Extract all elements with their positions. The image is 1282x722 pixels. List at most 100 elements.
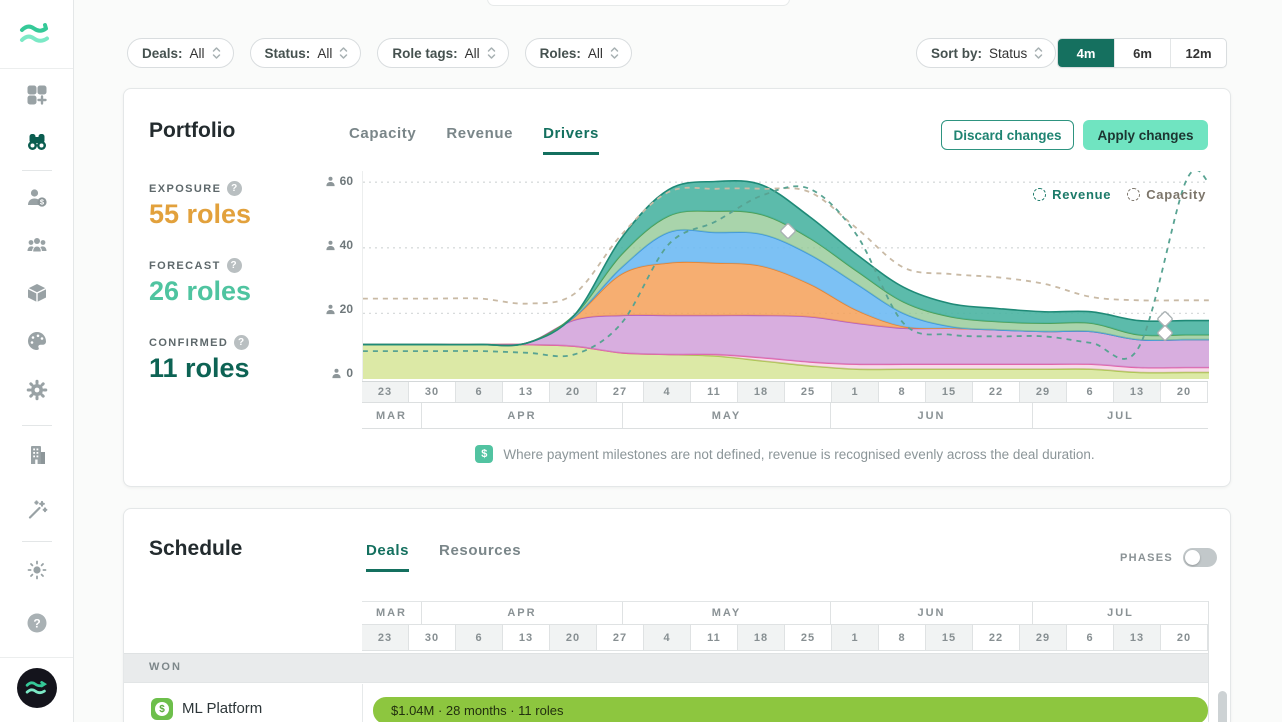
legend-revenue[interactable]: Revenue	[1033, 187, 1111, 202]
tab-revenue[interactable]: Revenue	[446, 125, 514, 142]
timeline-date-cell: 27	[597, 625, 644, 650]
avatar[interactable]	[17, 668, 57, 708]
help-icon[interactable]: ?	[226, 258, 242, 273]
filter-value: All	[587, 45, 603, 61]
area-series-lime-base	[363, 344, 1209, 379]
phases-control: PHASES	[1120, 548, 1218, 567]
legend-capacity[interactable]: Capacity	[1127, 187, 1206, 202]
schedule-title: Schedule	[149, 537, 243, 560]
timeline-date-cell: 25	[785, 382, 832, 402]
chevron-updown-icon	[340, 47, 348, 59]
time-range-segmented: 4m 6m 12m	[1057, 38, 1227, 68]
filter-deals[interactable]: Deals: All	[127, 38, 234, 68]
app-logo[interactable]	[0, 0, 73, 69]
help-icon[interactable]: ?	[227, 181, 243, 196]
chart-legend: Revenue Capacity	[1033, 187, 1206, 202]
range-6m-button[interactable]: 6m	[1114, 39, 1170, 67]
schedule-timeline-axis: MAR APR MAY JUN JUL 23 30 6 13 20 27 4 11 18 25 1 8 15 22 2…	[362, 601, 1208, 651]
palette-icon[interactable]	[25, 329, 49, 353]
timeline-date-cell: 27	[597, 382, 644, 402]
organization-building-icon[interactable]	[25, 443, 49, 467]
drivers-stacked-area-chart[interactable]	[362, 169, 1210, 381]
sort-by-select[interactable]: Sort by: Status	[916, 38, 1057, 68]
timeline-date-cell: 8	[879, 382, 926, 402]
tab-capacity[interactable]: Capacity	[349, 125, 417, 142]
sidebar: $	[0, 0, 74, 722]
timeline-date-cell: 20	[1161, 382, 1208, 402]
dashed-line-revenue	[362, 169, 1210, 360]
discard-changes-button[interactable]: Discard changes	[941, 120, 1074, 150]
phases-toggle[interactable]	[1183, 548, 1218, 567]
person-icon	[326, 240, 335, 250]
range-12m-button[interactable]: 12m	[1170, 39, 1226, 67]
drag-handle-diamond[interactable]	[1157, 325, 1173, 341]
person-icon	[332, 368, 341, 378]
timeline-date-cell: 1	[832, 382, 879, 402]
stat-exposure: EXPOSURE ? 55 roles	[149, 181, 251, 230]
help-icon[interactable]: ?	[234, 335, 250, 350]
area-stroke-teal-deal	[363, 180, 1209, 347]
team-icon[interactable]	[25, 234, 49, 258]
scrollbar-thumb[interactable]	[1218, 691, 1227, 722]
timeline-date-cell: 30	[409, 625, 456, 650]
apply-changes-button[interactable]: Apply changes	[1083, 120, 1208, 150]
filter-role-tags[interactable]: Role tags: All	[377, 38, 509, 68]
help-icon[interactable]: ?	[25, 611, 49, 635]
timeline-date-cell: 18	[738, 382, 785, 402]
magic-wand-icon[interactable]	[25, 498, 49, 522]
tab-drivers[interactable]: Drivers	[543, 125, 599, 155]
filter-value: All	[317, 45, 333, 61]
range-4m-button[interactable]: 4m	[1058, 39, 1114, 67]
dollar-icon: $	[475, 445, 494, 463]
area-series-orange-deal	[363, 261, 1209, 346]
timeline-date-cell: 18	[738, 625, 785, 650]
filter-status[interactable]: Status: All	[249, 38, 362, 68]
schedule-card: Schedule Deals Resources PHASES MAR APR MA…	[123, 508, 1231, 722]
y-tick-0: 0	[307, 366, 353, 380]
area-series-blue-deal	[363, 229, 1209, 346]
drag-handle-diamond[interactable]	[780, 223, 796, 239]
product-cube-icon[interactable]	[25, 281, 49, 305]
y-tick-40: 40	[307, 238, 353, 252]
settings-gear-icon[interactable]	[25, 378, 49, 402]
timeline-date-cell: 13	[503, 625, 550, 650]
drivers-chart-plot[interactable]: Revenue Capacity	[362, 169, 1210, 381]
timeline-date-cell: 13	[1114, 625, 1161, 650]
binoculars-icon[interactable]	[25, 130, 49, 154]
timeline-date-cell: 22	[973, 625, 1020, 650]
portfolio-title: Portfolio	[149, 119, 236, 142]
dollar-coin-icon: $	[155, 702, 169, 716]
timeline-date-cell: 8	[879, 625, 926, 650]
timeline-date-cell: 4	[644, 625, 691, 650]
toggle-knob	[1185, 550, 1201, 565]
timeline-date-cell: 11	[691, 625, 738, 650]
svg-text:$: $	[40, 198, 45, 207]
tab-resources[interactable]: Resources	[439, 542, 522, 559]
tab-deals[interactable]: Deals	[366, 542, 410, 572]
timeline-date-cell: 23	[362, 625, 409, 650]
person-dollar-icon[interactable]: $	[25, 186, 49, 210]
timeline-month-label: MAR	[375, 607, 407, 619]
deal-bar[interactable]: $1.04M · 28 months · 11 roles	[373, 697, 1208, 722]
stat-value: 26 roles	[149, 276, 252, 306]
sidebar-divider	[22, 170, 52, 171]
drag-handle-diamond[interactable]	[1157, 311, 1173, 327]
timeline-month-label: JUN	[829, 602, 1032, 624]
timeline-date-cell: 4	[644, 382, 691, 402]
stat-forecast: FORECAST ? 26 roles	[149, 258, 251, 307]
timeline-month-label: JUL	[1032, 403, 1208, 428]
theme-sun-icon[interactable]	[25, 558, 49, 582]
stat-label: EXPOSURE ?	[149, 181, 251, 196]
timeline-month-label: MAY	[621, 602, 830, 624]
grid-divider	[362, 684, 363, 722]
filter-roles[interactable]: Roles: All	[524, 38, 632, 68]
user-avatar-box	[0, 657, 73, 722]
timeline-date-cell: 30	[409, 382, 456, 402]
timeline-month-label: MAR	[375, 409, 407, 422]
timeline-date-cell: 22	[973, 382, 1020, 402]
deal-name: ML Platform	[182, 700, 263, 717]
apps-add-icon[interactable]	[25, 83, 49, 107]
filter-value: All	[464, 45, 480, 61]
revenue-footnote: $ Where payment milestones are not defin…	[362, 445, 1208, 463]
timeline-month-label: MAY	[621, 403, 830, 428]
